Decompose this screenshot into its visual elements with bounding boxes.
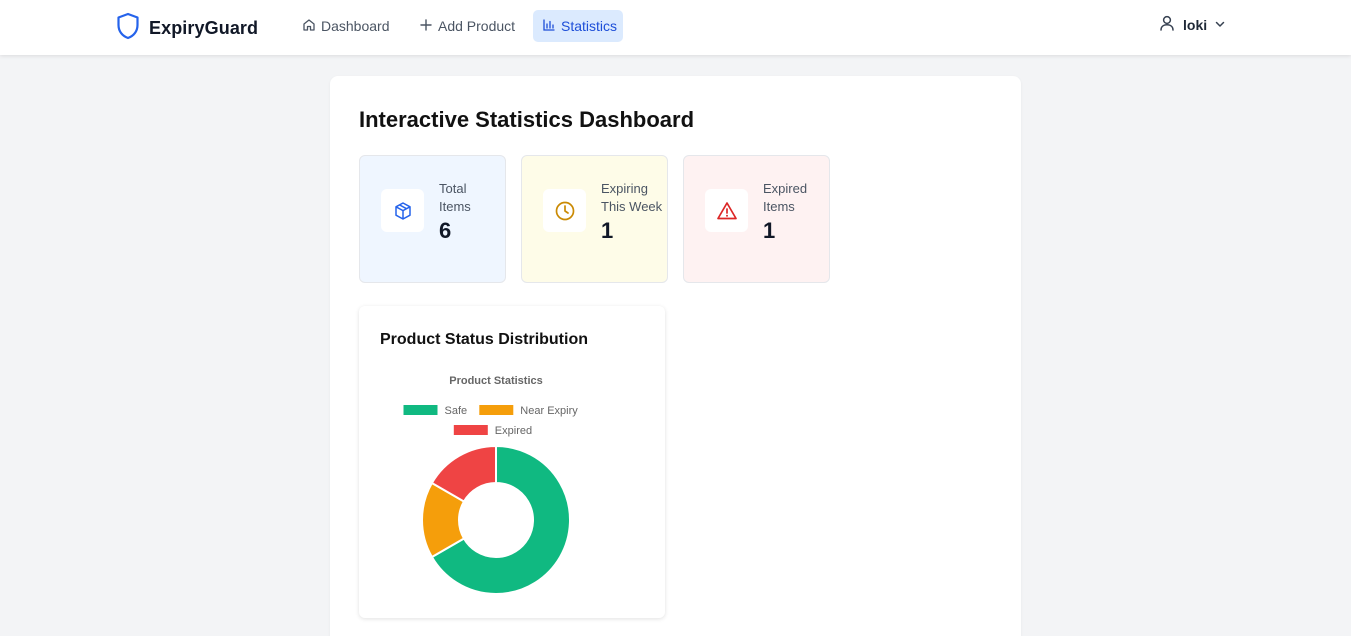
stat-value: 1 <box>763 218 776 243</box>
brand[interactable]: ExpiryGuard <box>116 12 258 45</box>
navbar: ExpiryGuard Dashboard Add Product Statis… <box>0 0 1351 55</box>
stat-card-expired-items: Expired Items 1 <box>683 155 830 283</box>
stat-label: Total Items <box>439 181 471 214</box>
clock-icon <box>543 189 586 232</box>
stat-card-total-items: Total Items 6 <box>359 155 506 283</box>
stat-value: 1 <box>601 218 614 243</box>
nav-add-product-label: Add Product <box>438 18 516 34</box>
legend-swatch <box>453 425 488 435</box>
shield-icon <box>116 12 140 45</box>
home-icon <box>302 18 316 35</box>
legend-label: Expired <box>495 425 532 437</box>
page-title: Interactive Statistics Dashboard <box>359 107 695 132</box>
chart-title: Product Statistics <box>449 375 543 387</box>
stat-value: 6 <box>439 218 452 243</box>
user-icon <box>1158 14 1176 35</box>
nav-dashboard-label: Dashboard <box>321 18 390 34</box>
doughnut-slice-expired <box>430 444 497 503</box>
bar-chart-icon <box>542 18 556 35</box>
nav-statistics[interactable]: Statistics <box>533 10 623 42</box>
chart-card: Product Status Distribution Product Stat… <box>359 306 665 618</box>
stat-card-expiring-this-week: Expiring This Week 1 <box>521 155 668 283</box>
legend-label: Near Expiry <box>520 405 578 417</box>
legend-swatch <box>479 405 514 415</box>
nav-add-product[interactable]: Add Product <box>410 10 524 42</box>
legend-swatch <box>403 405 438 415</box>
package-icon <box>381 189 424 232</box>
nav-statistics-label: Statistics <box>561 18 618 34</box>
chart-card-heading: Product Status Distribution <box>380 331 588 348</box>
app-name: ExpiryGuard <box>149 18 259 38</box>
nav-dashboard[interactable]: Dashboard <box>293 10 399 42</box>
chevron-down-icon <box>1214 17 1226 33</box>
plus-icon <box>419 18 433 35</box>
user-name: loki <box>1183 16 1208 33</box>
main-content-card: Interactive Statistics Dashboard Total I… <box>330 76 1021 636</box>
stat-label: Expiring This Week <box>601 181 663 214</box>
doughnut-slice-safe <box>430 444 571 595</box>
legend-label: Safe <box>445 405 468 417</box>
doughnut-chart: Product Statistics Safe Near Expiry Expired <box>403 375 578 595</box>
stat-label: Expired Items <box>763 181 808 214</box>
user-menu[interactable]: loki <box>1158 14 1226 35</box>
alert-triangle-icon <box>705 189 748 232</box>
